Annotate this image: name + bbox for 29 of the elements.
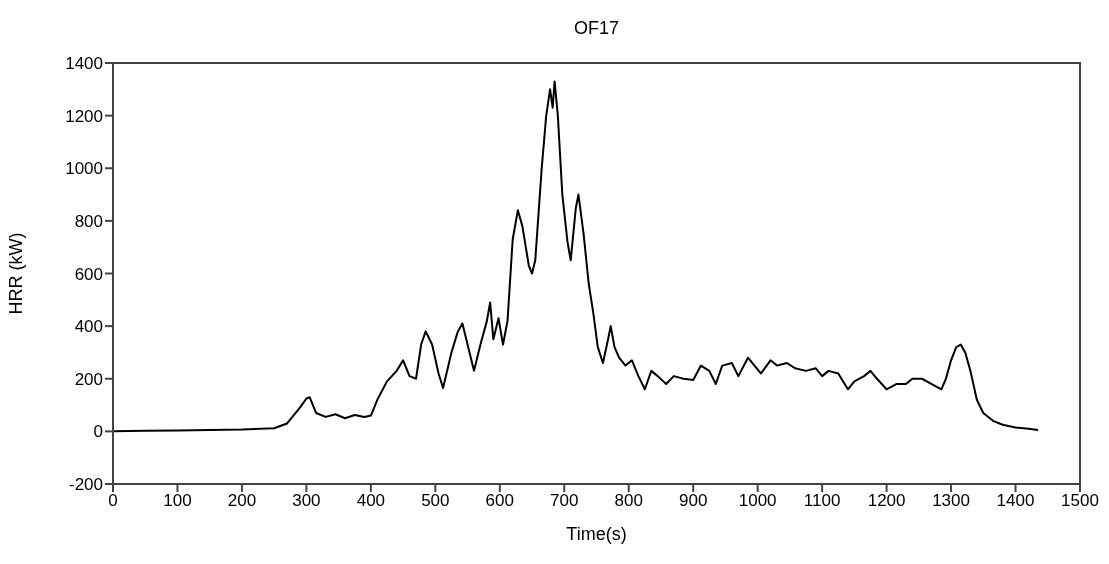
y-tick-label: 800 [74, 211, 103, 231]
line-series [113, 80, 1040, 433]
x-tick-label: 1200 [867, 491, 906, 511]
x-axis-title: Time(s) [566, 524, 627, 544]
x-tick-label: 600 [485, 491, 514, 511]
x-tick-label: 400 [356, 491, 386, 511]
chart-title: OF17 [573, 18, 620, 39]
x-tick-label: 900 [679, 491, 708, 511]
y-tick-label: -200 [68, 475, 103, 495]
y-tick-label: 0 [93, 422, 103, 442]
x-tick-label: 1400 [996, 491, 1035, 511]
x-tick-label: 0 [108, 491, 118, 511]
x-tick-label: 200 [227, 491, 257, 511]
x-tick-label: 1000 [738, 491, 777, 511]
y-tick-label: 400 [74, 317, 103, 337]
x-tick-label: 1300 [932, 491, 970, 511]
y-axis-title: HRR (kW) [6, 232, 27, 315]
x-tick-label: 1500 [1061, 491, 1099, 511]
x-tick-label: 800 [614, 491, 643, 511]
x-tick-label: 700 [550, 491, 579, 511]
y-tick-label: 200 [74, 369, 103, 389]
x-tick-label: 500 [421, 491, 450, 511]
y-tick-label: 1400 [65, 54, 103, 74]
x-tick-label: 1100 [803, 491, 841, 511]
y-tick-label: 1200 [65, 106, 103, 126]
x-tick-label: 100 [163, 491, 192, 511]
y-tick-label: 600 [74, 264, 103, 284]
x-tick-label: 300 [292, 491, 321, 511]
y-tick-label: 1000 [65, 159, 103, 179]
